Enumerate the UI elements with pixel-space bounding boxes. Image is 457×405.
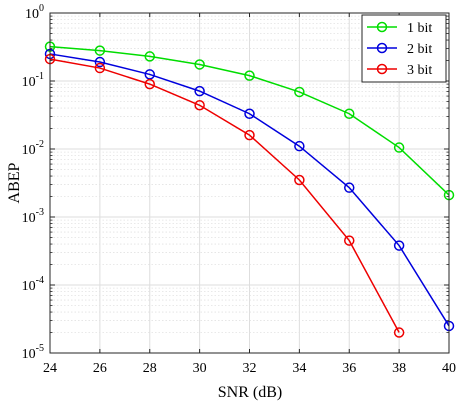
x-tick-label: 36 <box>342 361 356 376</box>
legend-label: 2 bit <box>407 42 432 57</box>
legend-label: 1 bit <box>407 21 432 36</box>
data-point <box>294 140 305 152</box>
data-point <box>194 59 205 70</box>
x-tick-label: 26 <box>93 361 107 376</box>
series-line <box>49 45 450 196</box>
data-point <box>94 45 106 56</box>
data-point <box>144 51 155 62</box>
legend-swatch-marker <box>376 63 388 75</box>
y-tick-label: 10-1 <box>22 71 44 90</box>
y-tick-label: 10-2 <box>22 139 44 158</box>
legend-label: 3 bit <box>407 63 432 78</box>
series-line <box>49 53 450 327</box>
data-point <box>244 70 255 81</box>
x-tick-label: 24 <box>43 361 57 376</box>
data-point <box>194 85 205 97</box>
data-point <box>344 182 355 193</box>
legend-item: 1 bit <box>367 21 432 36</box>
series-3 <box>44 53 405 338</box>
data-point <box>294 174 305 186</box>
y-tick-label: 10-5 <box>22 343 44 362</box>
data-point <box>393 327 405 338</box>
data-point <box>344 235 355 246</box>
legend-swatch-marker <box>376 21 388 33</box>
y-tick-labels: 100 10-1 10-2 10-3 10-4 10-5 <box>22 3 44 362</box>
data-point <box>94 62 106 74</box>
axis-ticks <box>49 12 450 354</box>
data-point <box>144 78 155 90</box>
data-point <box>194 99 205 111</box>
x-tick-label: 28 <box>143 361 157 376</box>
legend-swatch-marker <box>376 42 388 54</box>
data-point <box>244 129 255 141</box>
series-2 <box>44 48 455 332</box>
y-tick-label: 10-4 <box>22 275 44 294</box>
data-point <box>344 108 355 119</box>
x-axis-label: SNR (dB) <box>218 384 282 401</box>
legend-item: 2 bit <box>367 42 432 57</box>
x-tick-label: 30 <box>193 361 207 376</box>
data-point <box>94 56 106 68</box>
x-tick-label: 40 <box>442 361 456 376</box>
x-tick-label: 34 <box>292 361 306 376</box>
y-axis-label: ABEP <box>6 162 23 203</box>
data-point <box>244 108 255 119</box>
x-tick-label: 38 <box>392 361 406 376</box>
data-point <box>393 240 405 251</box>
x-tick-label: 32 <box>243 361 257 376</box>
data-point <box>393 142 405 153</box>
legend-item: 3 bit <box>367 63 432 78</box>
series-line <box>49 58 400 333</box>
x-tick-labels: 24 26 28 30 32 34 36 38 40 <box>43 361 456 376</box>
series-layer <box>44 41 455 338</box>
data-point <box>294 86 305 98</box>
legend: 1 bit 2 bit 3 bit <box>361 14 447 83</box>
y-tick-label: 10-3 <box>22 207 44 226</box>
y-tick-label: 100 <box>25 3 44 22</box>
